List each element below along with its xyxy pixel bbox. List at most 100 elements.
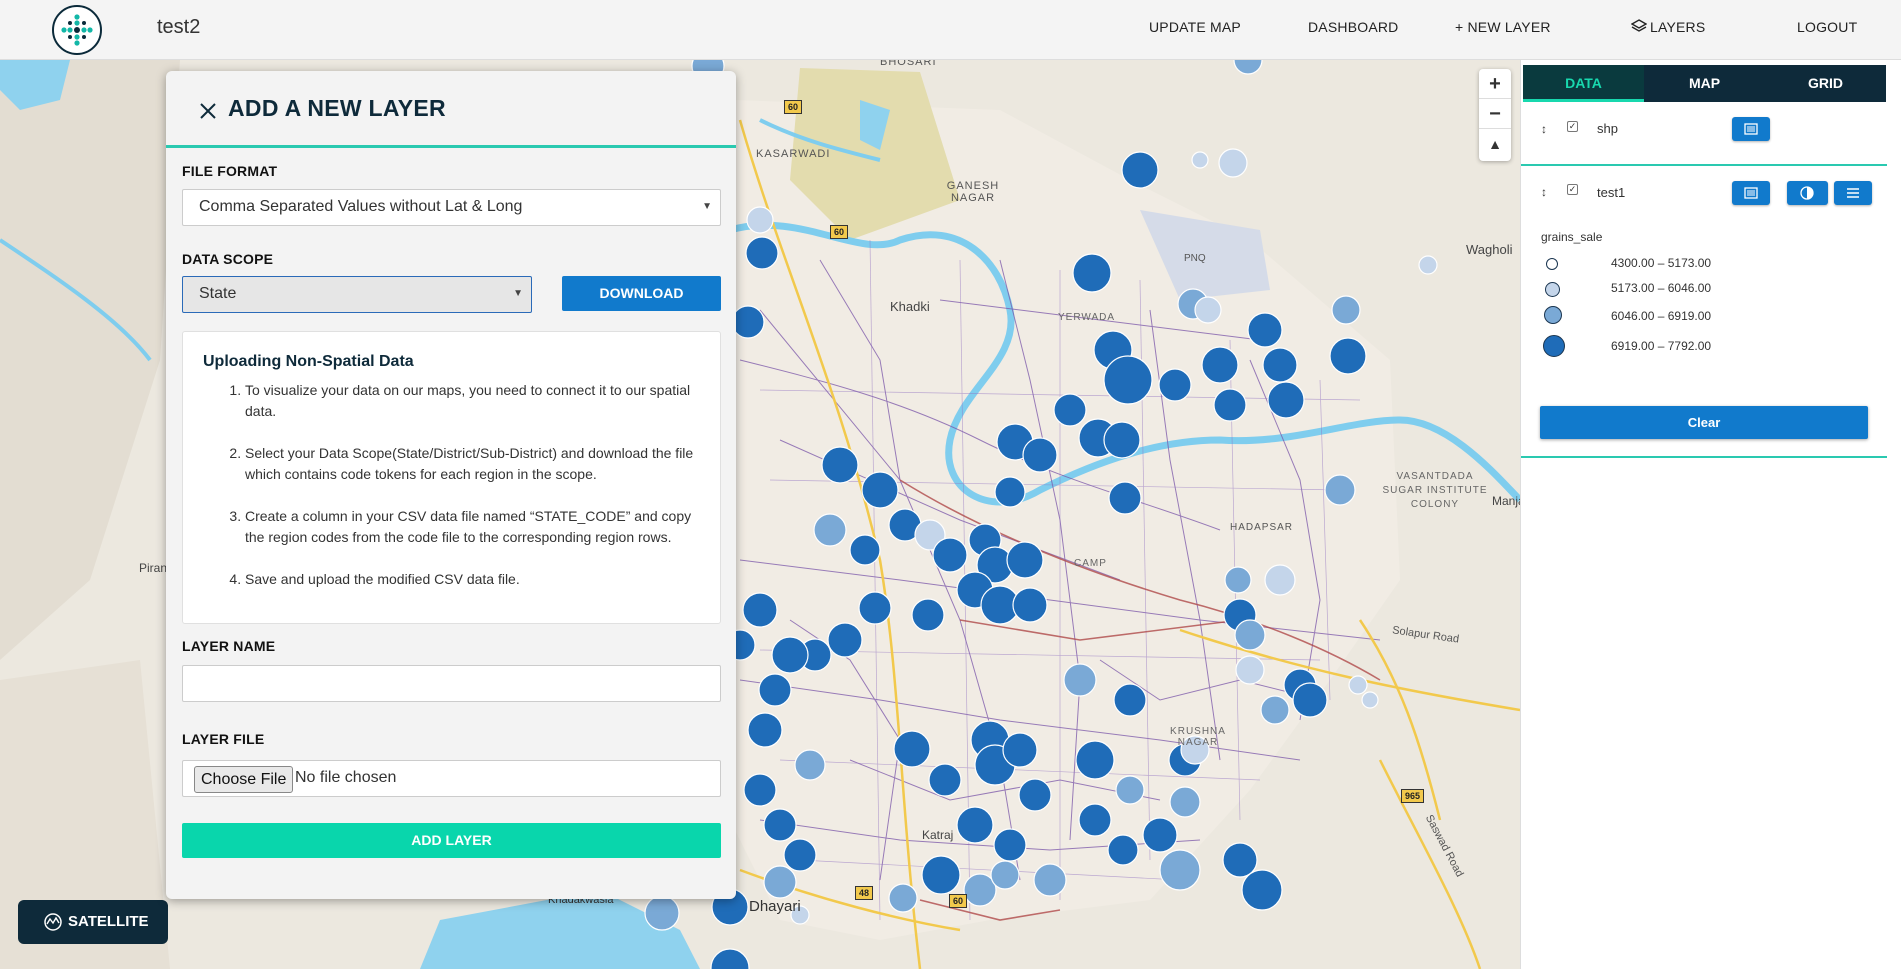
label-hadapsar: HADAPSAR (1230, 522, 1294, 533)
legend-divider (1521, 456, 1887, 458)
contrast-icon (1800, 186, 1814, 200)
data-scope-select[interactable]: State ▼ (182, 276, 532, 313)
info-box: Uploading Non-Spatial Data To visualize … (182, 331, 721, 624)
layer-row-shp (1521, 118, 1901, 178)
highway-shield-965: 965 (1401, 789, 1425, 803)
panel-header: ADD A NEW LAYER (166, 71, 736, 148)
attribute-table-button[interactable] (1732, 117, 1770, 141)
highway-shield-48: 48 (855, 886, 874, 900)
legend-label: 4300.00 – 5173.00 (1611, 256, 1712, 270)
layer-checkbox[interactable]: ✓ (1567, 184, 1578, 195)
top-navbar: test2 UPDATE MAP DASHBOARD + NEW LAYER L… (0, 0, 1901, 60)
panel-title: ADD A NEW LAYER (228, 95, 446, 121)
layer-name: shp (1597, 121, 1618, 136)
info-steps: To visualize your data on our maps, you … (245, 380, 703, 611)
nav-new-layer[interactable]: + NEW LAYER (1455, 19, 1551, 35)
zoom-out-button[interactable]: − (1479, 99, 1511, 129)
chevron-down-icon: ▼ (513, 288, 523, 299)
label-ganesh-nagar: GANESH NAGAR (946, 180, 1000, 204)
file-format-value: Comma Separated Values without Lat & Lon… (199, 198, 523, 215)
label-yerwada: YERWADA (1058, 312, 1116, 323)
map-canvas[interactable]: BHOSARI KASARWADI GANESH NAGAR Khadki YE… (0, 60, 1520, 969)
sidebar-tabs: DATA MAP GRID (1523, 65, 1886, 102)
nav-layers[interactable]: LAYERS (1630, 19, 1706, 38)
satellite-icon (44, 913, 62, 935)
app-title: test2 (157, 16, 201, 38)
legend-swatch (1545, 282, 1560, 297)
chevron-down-icon: ▼ (702, 201, 712, 212)
legend-toggle-button[interactable] (1834, 181, 1872, 205)
list-icon (1847, 188, 1859, 198)
zoom-in-button[interactable]: + (1479, 69, 1511, 99)
tab-data[interactable]: DATA (1523, 65, 1644, 102)
highway-shield-60c: 60 (949, 894, 968, 908)
nav-update-map[interactable]: UPDATE MAP (1149, 19, 1241, 35)
label-bhosari: BHOSARI (880, 60, 937, 68)
label-pnq: PNQ (1184, 253, 1206, 264)
layer-file-label: LAYER FILE (182, 731, 265, 747)
legend-label: 6919.00 – 7792.00 (1611, 339, 1712, 353)
info-step: To visualize your data on our maps, you … (245, 380, 703, 422)
tab-map[interactable]: MAP (1688, 75, 1721, 91)
download-button[interactable]: DOWNLOAD (562, 276, 721, 311)
nav-logout[interactable]: LOGOUT (1797, 19, 1858, 35)
highway-shield-60: 60 (784, 100, 803, 114)
map-basemap[interactable] (0, 60, 1520, 969)
highway-shield-60b: 60 (830, 225, 849, 239)
nav-layers-label: LAYERS (1650, 19, 1706, 35)
legend-label: 5173.00 – 6046.00 (1611, 281, 1712, 295)
app-logo[interactable] (52, 5, 102, 55)
label-dhayari: Dhayari (749, 898, 801, 915)
legend-swatch (1544, 306, 1562, 324)
layers-icon (1630, 19, 1648, 38)
label-wagholi: Wagholi (1466, 242, 1513, 257)
layer-name: test1 (1597, 185, 1626, 200)
layer-checkbox[interactable]: ✓ (1567, 121, 1578, 132)
attribute-table-button[interactable] (1732, 181, 1770, 205)
layer-file-input: Choose File No file chosen (182, 760, 721, 797)
table-icon (1744, 187, 1758, 199)
label-vasantdada: VASANTDADA SUGAR INSTITUTE COLONY (1382, 471, 1488, 510)
data-scope-label: DATA SCOPE (182, 251, 274, 267)
label-pirangut: Piran (139, 561, 168, 575)
label-katraj: Katraj (922, 828, 954, 842)
layers-sidebar: DATA MAP GRID ↕ ✓ shp ↕ ✓ test1 grains_s… (1520, 60, 1901, 969)
data-scope-value: State (199, 285, 237, 302)
info-heading: Uploading Non-Spatial Data (203, 353, 414, 370)
clear-button[interactable]: Clear (1540, 406, 1868, 439)
label-camp: CAMP (1074, 558, 1107, 569)
style-button[interactable] (1787, 181, 1828, 205)
reset-north-button[interactable]: ▲ (1479, 129, 1511, 159)
label-khadki: Khadki (890, 299, 930, 314)
tab-grid[interactable]: GRID (1808, 75, 1843, 91)
legend-item: 6046.00 – 6919.00 (1541, 306, 1841, 330)
satellite-label: SATELLITE (68, 913, 149, 930)
legend-title: grains_sale (1541, 230, 1603, 244)
drag-handle-icon[interactable]: ↕ (1541, 122, 1547, 136)
file-format-label: FILE FORMAT (182, 163, 278, 179)
satellite-toggle-button[interactable]: SATELLITE (18, 900, 168, 944)
add-layer-button[interactable]: ADD LAYER (182, 823, 721, 858)
legend-swatch (1546, 258, 1558, 270)
close-icon[interactable] (198, 101, 218, 126)
label-manjari: Manjari (1492, 494, 1520, 508)
label-kasarwadi: KASARWADI (756, 148, 831, 160)
add-layer-panel: ADD A NEW LAYER FILE FORMAT Comma Separa… (166, 71, 736, 899)
no-file-text: No file chosen (295, 769, 397, 786)
nav-dashboard[interactable]: DASHBOARD (1308, 19, 1399, 35)
layer-name-input[interactable] (182, 665, 721, 702)
legend-swatch (1543, 335, 1565, 357)
layer-name-label: LAYER NAME (182, 638, 276, 654)
choose-file-button[interactable]: Choose File (194, 766, 294, 793)
drag-handle-icon[interactable]: ↕ (1541, 185, 1547, 199)
info-step: Create a column in your CSV data file na… (245, 506, 703, 548)
info-step: Save and upload the modified CSV data fi… (245, 569, 703, 590)
label-krushna-nagar: KRUSHNA NAGAR (1170, 726, 1226, 748)
logo-icon (61, 14, 93, 46)
legend-item: 6919.00 – 7792.00 (1541, 335, 1841, 359)
file-format-select[interactable]: Comma Separated Values without Lat & Lon… (182, 189, 721, 226)
zoom-control: + − ▲ (1479, 69, 1511, 161)
layer-divider (1521, 164, 1887, 166)
compass-icon: ▲ (1488, 136, 1502, 152)
legend-label: 6046.00 – 6919.00 (1611, 309, 1712, 323)
